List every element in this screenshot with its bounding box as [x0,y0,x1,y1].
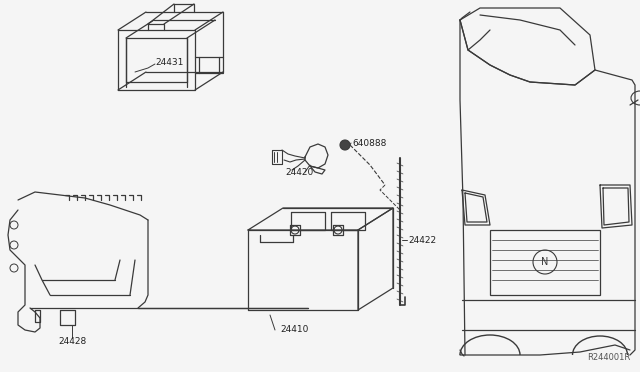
Text: 24420: 24420 [285,167,313,176]
Bar [490,230,600,295]
Text: N: N [541,257,548,267]
Text: 24410: 24410 [281,326,309,334]
Text: 640888: 640888 [352,138,387,148]
Text: 24422: 24422 [408,235,436,244]
Circle shape [340,140,350,150]
Text: 24428: 24428 [58,337,86,346]
Text: R244001R: R244001R [587,353,630,362]
Text: 24431: 24431 [155,58,184,67]
